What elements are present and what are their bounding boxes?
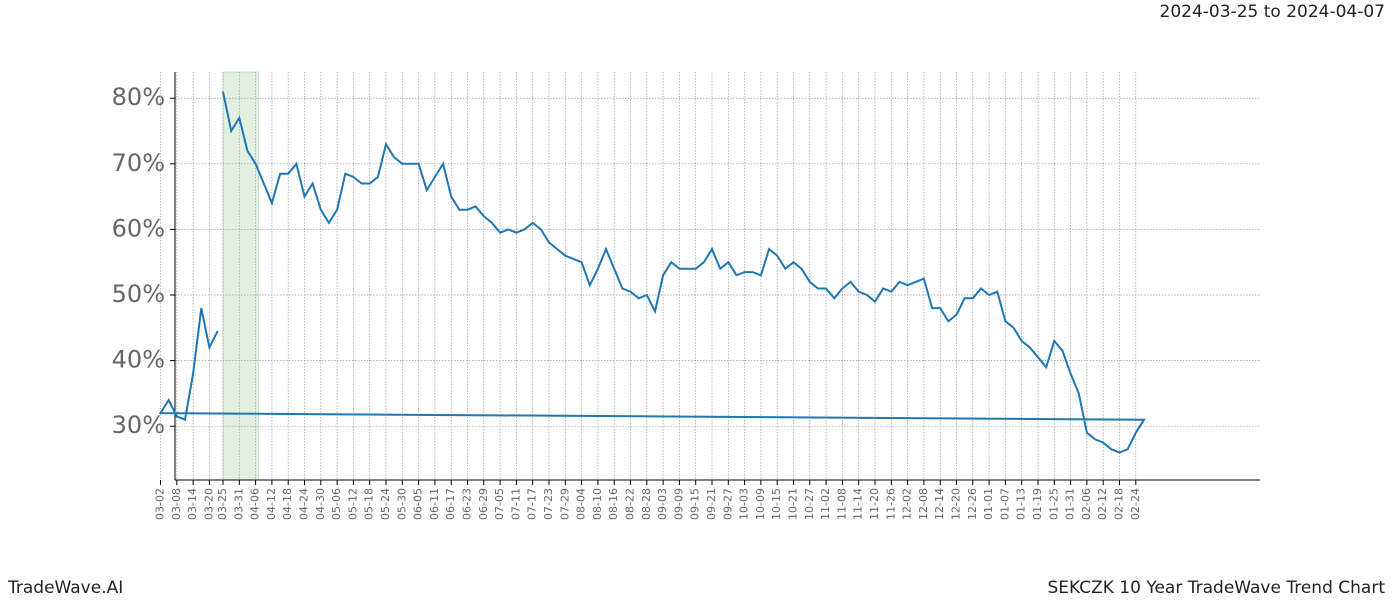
x-tick-label: 10-27 (803, 488, 816, 520)
x-tick-label: 02-24 (1129, 488, 1142, 520)
x-tick-label: 11-20 (868, 488, 881, 520)
x-tick-label: 12-14 (933, 488, 946, 520)
x-tick-label: 11-08 (835, 488, 848, 520)
x-tick-label: 05-06 (330, 488, 343, 520)
x-tick-label: 06-23 (461, 488, 474, 520)
x-tick-label: 06-11 (428, 488, 441, 520)
brand: TradeWave.AI (7, 578, 123, 598)
x-tick-label: 06-17 (444, 488, 457, 520)
y-tick-label: 70% (112, 149, 165, 177)
x-tick-label: 07-17 (526, 488, 539, 520)
x-tick-label: 12-20 (950, 488, 963, 520)
y-tick-label: 50% (112, 280, 165, 308)
x-tick-label: 10-15 (770, 488, 783, 520)
x-tick-label: 03-31 (232, 488, 245, 520)
x-tick-label: 04-30 (314, 488, 327, 520)
y-tick-label: 60% (112, 214, 165, 242)
x-tick-label: 05-18 (363, 488, 376, 520)
x-tick-label: 03-02 (154, 488, 167, 520)
x-tick-label: 01-25 (1047, 488, 1060, 520)
trend-line (158, 91, 1146, 454)
x-tick-label: 03-14 (186, 488, 199, 520)
x-tick-label: 08-04 (575, 488, 588, 520)
date-range: 2024-03-25 to 2024-04-07 (1160, 2, 1385, 22)
x-tick-label: 01-31 (1064, 488, 1077, 520)
x-tick-label: 04-06 (249, 488, 262, 520)
x-tick-label: 01-19 (1031, 488, 1044, 520)
x-tick-label: 08-16 (607, 488, 620, 520)
x-tick-label: 09-27 (721, 488, 734, 520)
x-tick-label: 01-07 (998, 488, 1011, 520)
x-tick-label: 12-02 (901, 488, 914, 520)
x-tick-label: 03-25 (216, 488, 229, 520)
x-tick-label: 04-24 (298, 488, 311, 520)
x-tick-label: 03-08 (170, 488, 183, 520)
x-tick-label: 04-12 (265, 488, 278, 520)
y-tick-label: 40% (112, 346, 165, 374)
x-tick-label: 02-18 (1113, 488, 1126, 520)
x-tick-label: 09-21 (705, 488, 718, 520)
x-tick-label: 12-08 (917, 488, 930, 520)
x-tick-label: 02-06 (1080, 488, 1093, 520)
x-tick-label: 08-10 (591, 488, 604, 520)
x-tick-label: 02-12 (1096, 488, 1109, 520)
x-tick-label: 01-01 (982, 488, 995, 520)
x-tick-label: 09-09 (672, 488, 685, 520)
x-tick-label: 09-15 (689, 488, 702, 520)
x-tick-label: 08-28 (640, 488, 653, 520)
x-tick-label: 07-29 (558, 488, 571, 520)
x-tick-label: 09-03 (656, 488, 669, 520)
x-tick-label: 07-11 (509, 488, 522, 520)
x-tick-label: 07-23 (542, 488, 555, 520)
x-tick-label: 06-29 (477, 488, 490, 520)
x-tick-label: 10-03 (738, 488, 751, 520)
x-tick-label: 11-14 (852, 488, 865, 520)
x-tick-label: 05-30 (395, 488, 408, 520)
x-tick-label: 11-02 (819, 488, 832, 520)
x-tick-label: 01-13 (1015, 488, 1028, 520)
x-tick-label: 08-22 (624, 488, 637, 520)
x-tick-label: 06-05 (412, 488, 425, 520)
x-tick-label: 12-26 (966, 488, 979, 520)
x-tick-label: 11-26 (884, 488, 897, 520)
x-tick-label: 05-12 (346, 488, 359, 520)
x-tick-label: 04-18 (281, 488, 294, 520)
x-tick-label: 03-20 (202, 488, 215, 520)
highlight-span (222, 71, 259, 481)
y-tick-label: 30% (112, 411, 165, 439)
x-tick-label: 05-24 (379, 488, 392, 520)
x-tick-label: 10-21 (787, 488, 800, 520)
x-tick-label: 07-05 (493, 488, 506, 520)
y-tick-label: 80% (112, 83, 165, 111)
footer-title: SEKCZK 10 Year TradeWave Trend Chart (1047, 578, 1385, 598)
x-tick-label: 10-09 (754, 488, 767, 520)
